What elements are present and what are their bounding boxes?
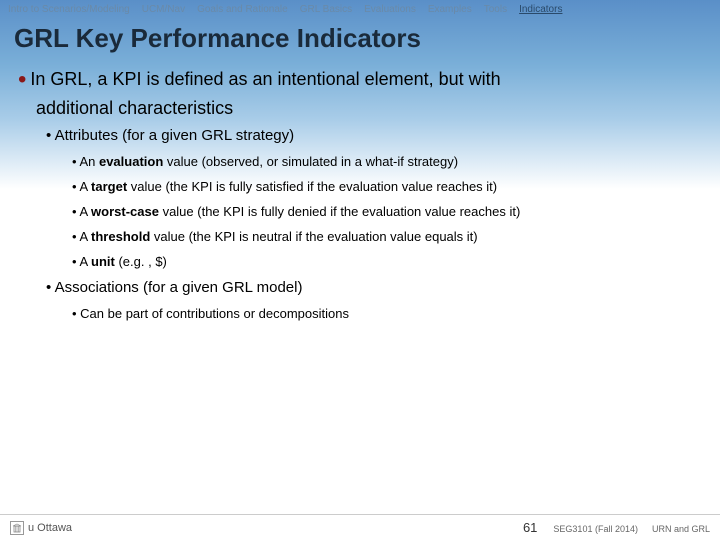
- l3-thresh-bold: threshold: [91, 229, 150, 244]
- building-icon: [10, 521, 24, 535]
- l3-eval-bold: evaluation: [99, 154, 163, 169]
- nav-item-examples[interactable]: Examples: [428, 4, 472, 15]
- bullet-l3-worst: A worst-case value (the KPI is fully den…: [72, 204, 702, 219]
- l3-unit-bold: unit: [91, 254, 115, 269]
- logo: u Ottawa: [10, 521, 72, 535]
- l3-thresh-a: A: [79, 229, 91, 244]
- bullet-l3-assoc: Can be part of contributions or decompos…: [72, 306, 702, 321]
- nav-item-goals[interactable]: Goals and Rationale: [197, 4, 288, 15]
- bullet-dot-icon: •: [18, 66, 26, 93]
- nav-item-indicators[interactable]: Indicators: [519, 4, 562, 15]
- footer-right: 61 SEG3101 (Fall 2014) URN and GRL: [523, 520, 710, 535]
- l3-target-bold: target: [91, 179, 127, 194]
- bullet-l1: •In GRL, a KPI is defined as an intentio…: [18, 68, 702, 91]
- l1-text-a: In GRL, a KPI is defined as an intention…: [30, 69, 500, 89]
- l3-eval-a: An: [79, 154, 99, 169]
- logo-text: u Ottawa: [28, 522, 72, 534]
- l3-eval-c: value (observed, or simulated in a what-…: [163, 154, 458, 169]
- l3-target-a: A: [79, 179, 91, 194]
- nav-item-grl-basics[interactable]: GRL Basics: [300, 4, 352, 15]
- l3-thresh-c: value (the KPI is neutral if the evaluat…: [150, 229, 477, 244]
- l3-unit-c: (e.g. , $): [115, 254, 167, 269]
- nav-item-intro[interactable]: Intro to Scenarios/Modeling: [8, 4, 130, 15]
- bullet-l3-threshold: A threshold value (the KPI is neutral if…: [72, 229, 702, 244]
- slide-title: GRL Key Performance Indicators: [0, 17, 720, 64]
- nav-item-evaluations[interactable]: Evaluations: [364, 4, 416, 15]
- bullet-l3-unit: A unit (e.g. , $): [72, 254, 702, 269]
- l3-unit-a: A: [79, 254, 91, 269]
- footer-course: SEG3101 (Fall 2014): [553, 524, 638, 534]
- l3-worst-a: A: [79, 204, 91, 219]
- l3-target-c: value (the KPI is fully satisfied if the…: [127, 179, 497, 194]
- footer: u Ottawa 61 SEG3101 (Fall 2014) URN and …: [0, 514, 720, 540]
- nav-item-tools[interactable]: Tools: [484, 4, 507, 15]
- slide-body: •In GRL, a KPI is defined as an intentio…: [0, 68, 720, 321]
- bullet-l3-target: A target value (the KPI is fully satisfi…: [72, 179, 702, 194]
- bullet-l2-attributes: Attributes (for a given GRL strategy): [46, 127, 702, 144]
- footer-topic: URN and GRL: [652, 524, 710, 534]
- l3-worst-c: value (the KPI is fully denied if the ev…: [159, 204, 520, 219]
- l1-text-b: additional characteristics: [36, 97, 702, 120]
- page-number: 61: [523, 520, 537, 535]
- l3-worst-bold: worst-case: [91, 204, 159, 219]
- nav-item-ucm[interactable]: UCM/Nav: [142, 4, 185, 15]
- bullet-l3-evaluation: An evaluation value (observed, or simula…: [72, 154, 702, 169]
- breadcrumb-nav: Intro to Scenarios/Modeling UCM/Nav Goal…: [0, 0, 720, 17]
- bullet-l2-associations: Associations (for a given GRL model): [46, 279, 702, 296]
- slide: Intro to Scenarios/Modeling UCM/Nav Goal…: [0, 0, 720, 540]
